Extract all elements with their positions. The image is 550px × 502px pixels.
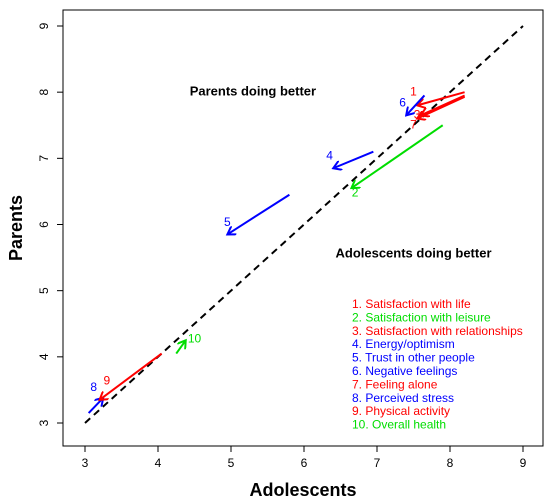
arrow-10 <box>175 340 185 355</box>
arrow-label-7: 7 <box>410 118 417 132</box>
adolescents-doing-better-annotation: Adolescents doing better <box>335 246 491 261</box>
x-tick-label: 7 <box>374 456 381 470</box>
legend-entry: 5. Trust in other people <box>352 351 475 365</box>
x-tick-label: 5 <box>228 456 235 470</box>
arrow-8 <box>87 398 104 414</box>
arrow-label-1: 1 <box>410 84 417 98</box>
legend-entry: 9. Physical activity <box>352 404 450 418</box>
arrow-label-8: 8 <box>90 380 97 394</box>
legend-entry: 6. Negative feelings <box>352 364 457 378</box>
x-axis: 3 4 5 6 7 8 9 <box>82 445 527 470</box>
arrow-label-2: 2 <box>352 186 359 200</box>
arrow-6 <box>406 94 426 115</box>
y-axis: 3 4 5 6 7 8 9 <box>37 22 64 426</box>
arrow-3 <box>421 94 466 115</box>
arrow-1 <box>417 91 465 105</box>
legend-entry: 10. Overall health <box>352 418 446 432</box>
y-tick-label: 3 <box>37 419 51 426</box>
arrow-layer <box>87 91 466 414</box>
arrow-label-6: 6 <box>399 96 406 110</box>
arrow-5 <box>227 193 290 235</box>
arrow-label-10: 10 <box>188 331 202 345</box>
x-tick-label: 8 <box>447 456 454 470</box>
arrow-2 <box>351 124 444 188</box>
arrow-9 <box>100 352 163 400</box>
arrow-7 <box>417 95 466 119</box>
x-axis-title: Adolescents <box>249 480 356 500</box>
legend-entry: 2. Satisfaction with leisure <box>352 310 491 324</box>
arrow-label-3: 3 <box>414 108 421 122</box>
legend-entry: 8. Perceived stress <box>352 391 454 405</box>
arrow-label-4: 4 <box>326 149 333 163</box>
legend-entry: 4. Energy/optimism <box>352 337 455 351</box>
y-tick-label: 7 <box>37 155 51 162</box>
y-tick-label: 8 <box>37 89 51 96</box>
y-tick-label: 5 <box>37 287 51 294</box>
y-tick-label: 4 <box>37 353 51 360</box>
plot-frame <box>62 9 544 447</box>
x-tick-label: 4 <box>155 456 162 470</box>
x-tick-label: 6 <box>301 456 308 470</box>
parents-doing-better-annotation: Parents doing better <box>190 83 316 98</box>
y-tick-label: 6 <box>37 221 51 228</box>
legend-entry: 1. Satisfaction with life <box>352 297 471 311</box>
x-tick-label: 9 <box>520 456 527 470</box>
arrow-label-5: 5 <box>224 215 231 229</box>
arrow-label-9: 9 <box>104 374 111 388</box>
y-tick-label: 9 <box>37 22 51 29</box>
legend-entry: 7. Feeling alone <box>352 377 438 391</box>
legend-entry: 3. Satisfaction with relationships <box>352 324 523 338</box>
y-axis-title: Parents <box>6 195 26 261</box>
arrow-4 <box>333 150 374 169</box>
x-tick-label: 3 <box>82 456 89 470</box>
